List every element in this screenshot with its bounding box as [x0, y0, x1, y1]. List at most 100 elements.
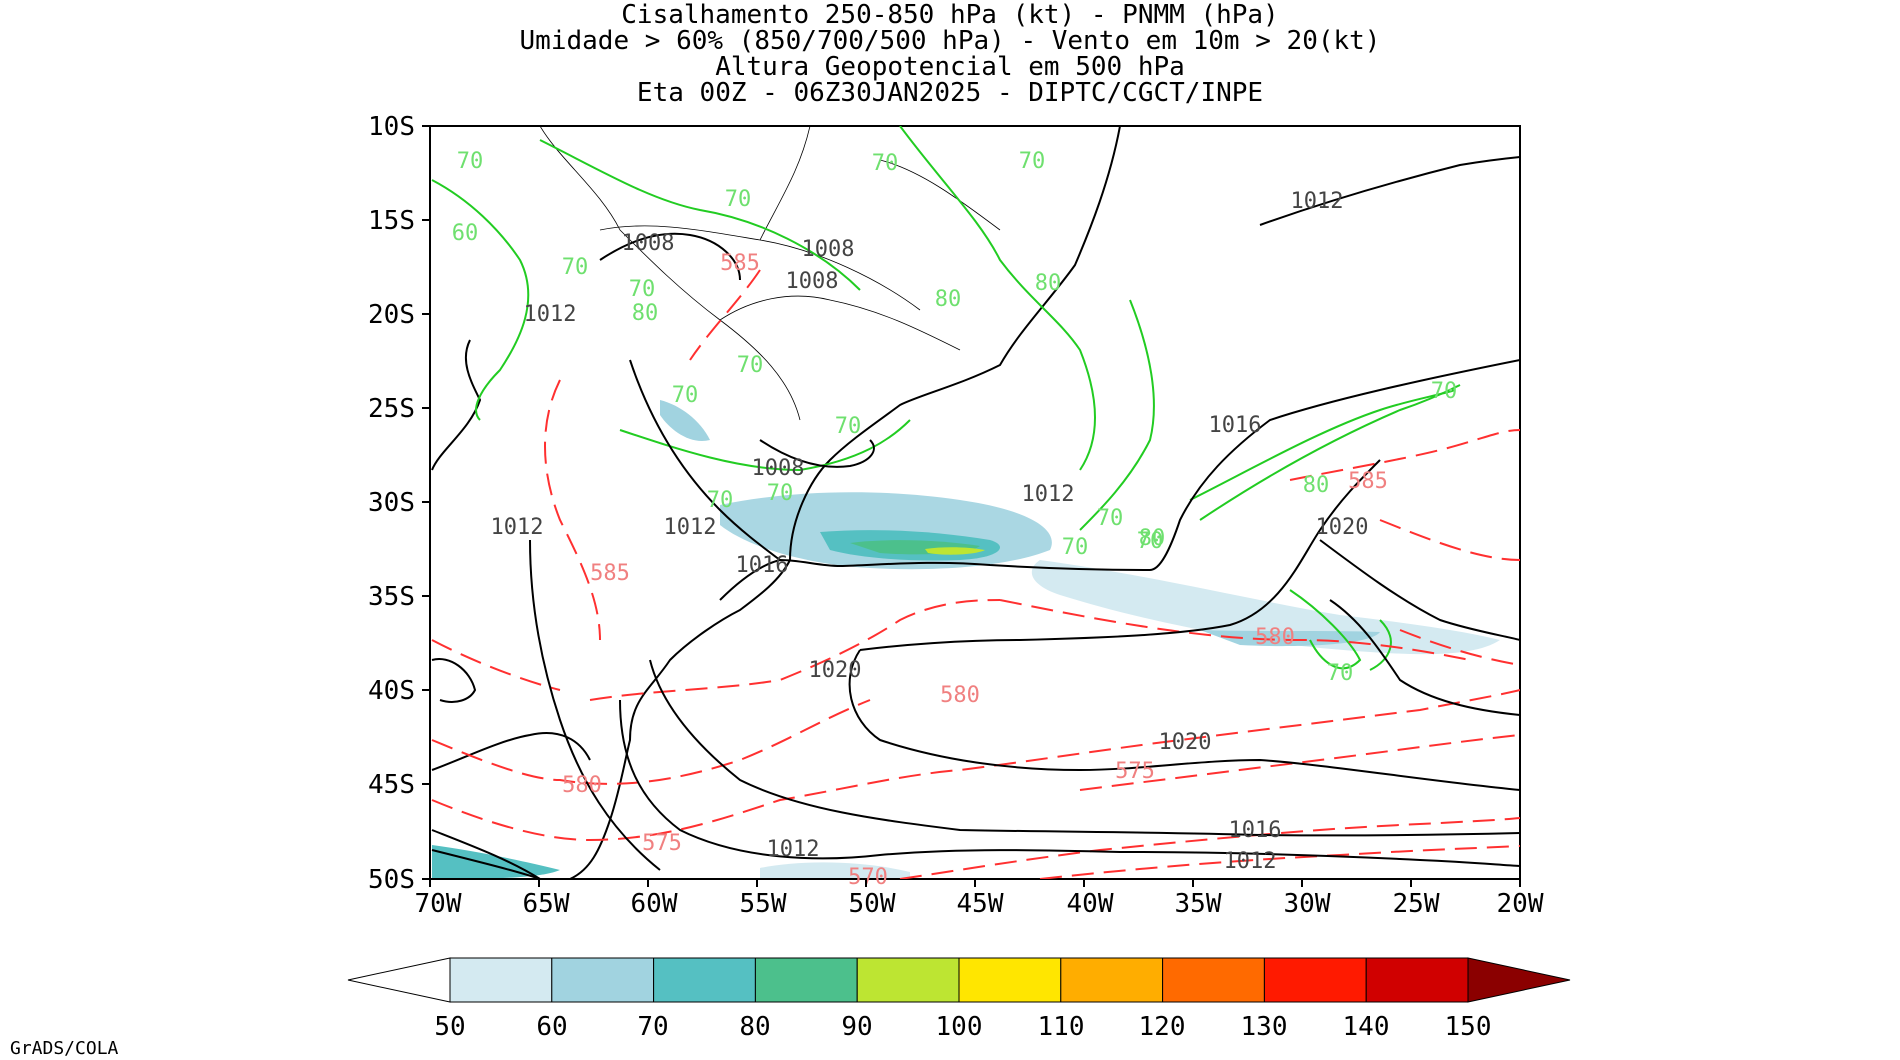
pressure-1020-east [1319, 539, 1520, 641]
lon-tick-label: 50W [849, 889, 896, 919]
shear-shading [432, 400, 1500, 879]
coastline-east [569, 126, 1121, 879]
pressure-1016-mid [719, 558, 841, 601]
humidity-labels: 70 70 70 70 70 60 70 70 80 70 80 80 70 7… [452, 149, 1458, 686]
humidity-label: 70 [1137, 529, 1164, 554]
humidity-label: 70 [457, 149, 484, 174]
humidity-contour-1 [431, 179, 530, 421]
pressure-label: 1008 [622, 231, 675, 256]
geopotential-585-tail [1379, 519, 1520, 561]
lon-tick-label: 70W [415, 889, 462, 919]
pressure-label: 1020 [809, 658, 862, 683]
lat-tick-label: 45S [368, 770, 415, 800]
lon-tick-label: 25W [1393, 889, 1440, 919]
geopotential-label: 580 [940, 683, 980, 708]
pressure-contours [431, 156, 1520, 879]
lon-tick-label: 20W [1497, 889, 1544, 919]
humidity-label: 70 [725, 187, 752, 212]
pressure-label: 1012 [1291, 189, 1344, 214]
pressure-1012-north [1259, 156, 1520, 226]
colorbar-label: 50 [434, 1012, 465, 1042]
colorbar-label: 90 [841, 1012, 872, 1042]
geopotential-580-west [431, 639, 561, 691]
humidity-contour-6 [1199, 384, 1461, 521]
lon-tick-label: 30W [1284, 889, 1331, 919]
pressure-label: 1020 [1316, 515, 1369, 540]
shear-area-tail [1031, 560, 1500, 655]
shear-area-south [760, 862, 910, 879]
humidity-label: 70 [672, 383, 699, 408]
border-4 [719, 295, 961, 351]
lat-tick-label: 10S [368, 112, 415, 142]
lat-tick-label: 30S [368, 488, 415, 518]
colorbar-swatches [449, 957, 1469, 1003]
geopotential-575 [431, 689, 1520, 842]
title-line-4: Eta 00Z - 06Z30JAN2025 - DIPTC/CGCT/INPE [636, 78, 1264, 108]
pressure-1012-mid [629, 359, 781, 561]
colorbar-swatch [1263, 957, 1367, 1003]
borders [539, 126, 1001, 421]
geopotential-570 [899, 817, 1520, 879]
humidity-contour-7 [1189, 389, 1456, 501]
geopotential-label: 580 [1255, 625, 1295, 650]
humidity-label: 60 [452, 221, 479, 246]
geopotential-580-right [1399, 629, 1520, 666]
border-1 [539, 126, 801, 421]
colorbar-label: 80 [739, 1012, 770, 1042]
geopotential-585-north [689, 269, 761, 361]
pressure-1012-west [529, 539, 661, 871]
colorbar-label: 150 [1445, 1012, 1492, 1042]
pressure-labels: 1012 1008 1008 1008 1012 1016 1008 1012 … [491, 189, 1369, 874]
lon-tick-label: 55W [740, 889, 787, 919]
humidity-label: 70 [835, 414, 862, 439]
geopotential-label: 580 [562, 773, 602, 798]
pressure-label: 1012 [767, 837, 820, 862]
pressure-label: 1012 [664, 515, 717, 540]
humidity-label: 70 [1097, 506, 1124, 531]
title-line-1: Cisalhamento 250-850 hPa (kt) - PNMM (hP… [621, 0, 1279, 30]
lon-tick-label: 40W [1067, 889, 1114, 919]
pressure-1016-ridge [1149, 359, 1520, 571]
geopotential-label: 575 [642, 831, 682, 856]
credit-label: GrADS/COLA [10, 1038, 119, 1059]
colorbar-swatch [653, 957, 756, 1003]
geopotential-label: 570 [848, 865, 888, 890]
pressure-ridge-east [1329, 599, 1520, 716]
colorbar-label: 130 [1241, 1012, 1288, 1042]
pressure-label: 1012 [1022, 482, 1075, 507]
geopotential-575-upper [1079, 734, 1520, 791]
pressure-label: 1016 [1229, 818, 1282, 843]
colorbar-label: 60 [536, 1012, 567, 1042]
humidity-label: 70 [629, 277, 656, 302]
geopotential-585-west [544, 379, 601, 641]
humidity-contour-5 [1079, 299, 1155, 531]
border-5 [879, 159, 1001, 231]
pressure-label: 1016 [736, 553, 789, 578]
humidity-label: 80 [632, 301, 659, 326]
pressure-label: 1020 [1159, 730, 1212, 755]
pressure-1008-northwest [599, 232, 741, 281]
shear-area-uruguay [660, 400, 710, 441]
pressure-label: 1016 [1209, 413, 1262, 438]
pressure-1020-center [859, 459, 1381, 651]
humidity-label: 70 [562, 255, 589, 280]
humidity-label: 70 [737, 353, 764, 378]
humidity-label: 80 [1303, 473, 1330, 498]
colorbar-swatch [1365, 957, 1469, 1003]
pressure-1012-south [619, 699, 1520, 867]
colorbar-low-extend [347, 957, 451, 1003]
geopotential-label: 585 [590, 561, 630, 586]
lat-tick-label: 25S [368, 394, 415, 424]
pressure-label: 1008 [752, 456, 805, 481]
lat-tick-label: 20S [368, 300, 415, 330]
geopotential-label: 585 [720, 251, 760, 276]
humidity-label: 70 [767, 481, 794, 506]
colorbar-swatch [449, 957, 553, 1003]
pressure-1020-loop [848, 649, 1520, 791]
colorbar-swatch [958, 957, 1062, 1003]
pressure-1008-south [759, 439, 875, 468]
pressure-label: 1012 [524, 302, 577, 327]
lon-tick-label: 60W [631, 889, 678, 919]
pressure-label: 1012 [1224, 849, 1277, 874]
